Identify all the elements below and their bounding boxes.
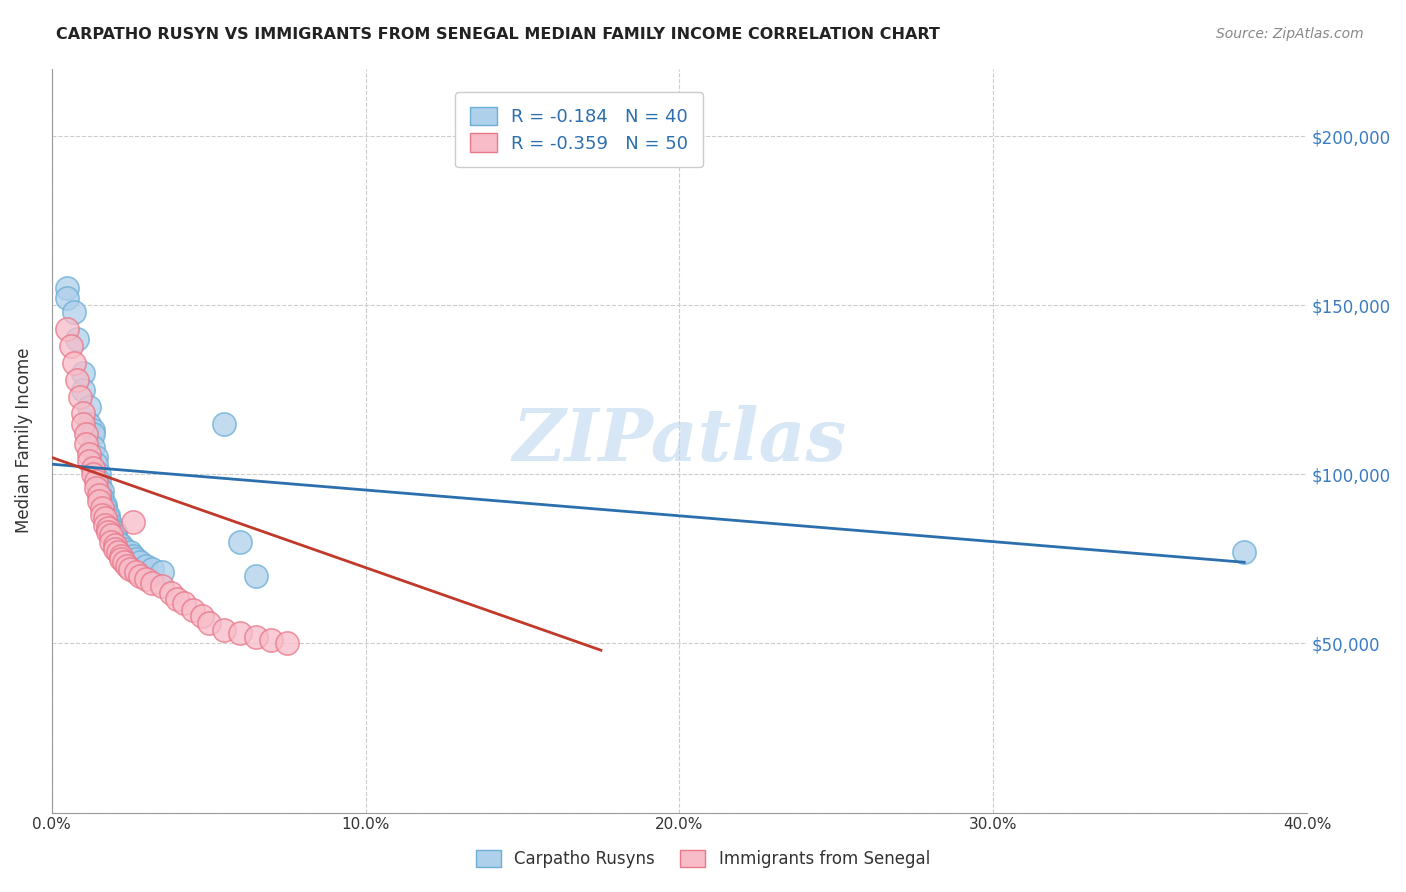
Point <box>84 474 107 488</box>
Point <box>181 602 204 616</box>
Point <box>112 555 135 569</box>
Point <box>100 521 122 535</box>
Point <box>166 592 188 607</box>
Point <box>91 501 114 516</box>
Point <box>122 549 145 563</box>
Point <box>1233 545 1256 559</box>
Point <box>103 538 125 552</box>
Point <box>229 535 252 549</box>
Point <box>87 494 110 508</box>
Point <box>87 474 110 488</box>
Point <box>100 528 122 542</box>
Point <box>214 623 236 637</box>
Point <box>135 572 157 586</box>
Point <box>103 541 125 556</box>
Point <box>94 518 117 533</box>
Point <box>150 566 173 580</box>
Point <box>82 423 104 437</box>
Legend: R = -0.184   N = 40, R = -0.359   N = 50: R = -0.184 N = 40, R = -0.359 N = 50 <box>456 93 703 167</box>
Point <box>84 450 107 465</box>
Point <box>120 562 142 576</box>
Point <box>66 373 89 387</box>
Point <box>173 596 195 610</box>
Point <box>62 356 84 370</box>
Point <box>72 383 94 397</box>
Point <box>112 541 135 556</box>
Point <box>56 322 79 336</box>
Point <box>276 636 298 650</box>
Point <box>79 417 101 431</box>
Y-axis label: Median Family Income: Median Family Income <box>15 348 32 533</box>
Point <box>103 528 125 542</box>
Point <box>110 552 132 566</box>
Point <box>66 332 89 346</box>
Point <box>97 524 120 539</box>
Text: Source: ZipAtlas.com: Source: ZipAtlas.com <box>1216 27 1364 41</box>
Point <box>91 484 114 499</box>
Point <box>56 281 79 295</box>
Legend: Carpatho Rusyns, Immigrants from Senegal: Carpatho Rusyns, Immigrants from Senegal <box>470 843 936 875</box>
Point <box>94 511 117 525</box>
Point <box>245 630 267 644</box>
Point <box>100 518 122 533</box>
Point <box>110 538 132 552</box>
Point <box>100 535 122 549</box>
Point <box>120 545 142 559</box>
Point <box>141 575 163 590</box>
Point <box>56 292 79 306</box>
Text: ZIPatlas: ZIPatlas <box>512 405 846 476</box>
Point <box>141 562 163 576</box>
Point <box>75 437 97 451</box>
Point <box>103 524 125 539</box>
Point <box>72 366 94 380</box>
Point <box>97 511 120 525</box>
Point <box>82 460 104 475</box>
Point <box>72 417 94 431</box>
Point <box>110 549 132 563</box>
Point <box>87 467 110 482</box>
Point <box>245 569 267 583</box>
Point <box>82 440 104 454</box>
Point <box>62 305 84 319</box>
Point <box>91 508 114 522</box>
Point <box>82 426 104 441</box>
Point <box>150 579 173 593</box>
Point <box>91 491 114 505</box>
Point <box>84 457 107 471</box>
Point <box>97 521 120 535</box>
Point <box>79 447 101 461</box>
Point <box>214 417 236 431</box>
Point <box>128 569 150 583</box>
Point <box>107 535 129 549</box>
Point <box>160 585 183 599</box>
Point <box>79 400 101 414</box>
Text: CARPATHO RUSYN VS IMMIGRANTS FROM SENEGAL MEDIAN FAMILY INCOME CORRELATION CHART: CARPATHO RUSYN VS IMMIGRANTS FROM SENEGA… <box>56 27 941 42</box>
Point <box>128 555 150 569</box>
Point <box>94 501 117 516</box>
Point <box>82 467 104 482</box>
Point <box>229 626 252 640</box>
Point <box>84 481 107 495</box>
Point <box>115 558 138 573</box>
Point <box>79 454 101 468</box>
Point <box>107 545 129 559</box>
Point <box>260 633 283 648</box>
Point <box>94 498 117 512</box>
Point <box>59 339 82 353</box>
Point <box>191 609 214 624</box>
Point <box>197 616 219 631</box>
Point <box>72 407 94 421</box>
Point <box>125 552 148 566</box>
Point <box>87 488 110 502</box>
Point <box>97 508 120 522</box>
Point <box>135 558 157 573</box>
Point <box>125 566 148 580</box>
Point <box>75 426 97 441</box>
Point <box>69 390 91 404</box>
Point <box>122 515 145 529</box>
Point <box>87 481 110 495</box>
